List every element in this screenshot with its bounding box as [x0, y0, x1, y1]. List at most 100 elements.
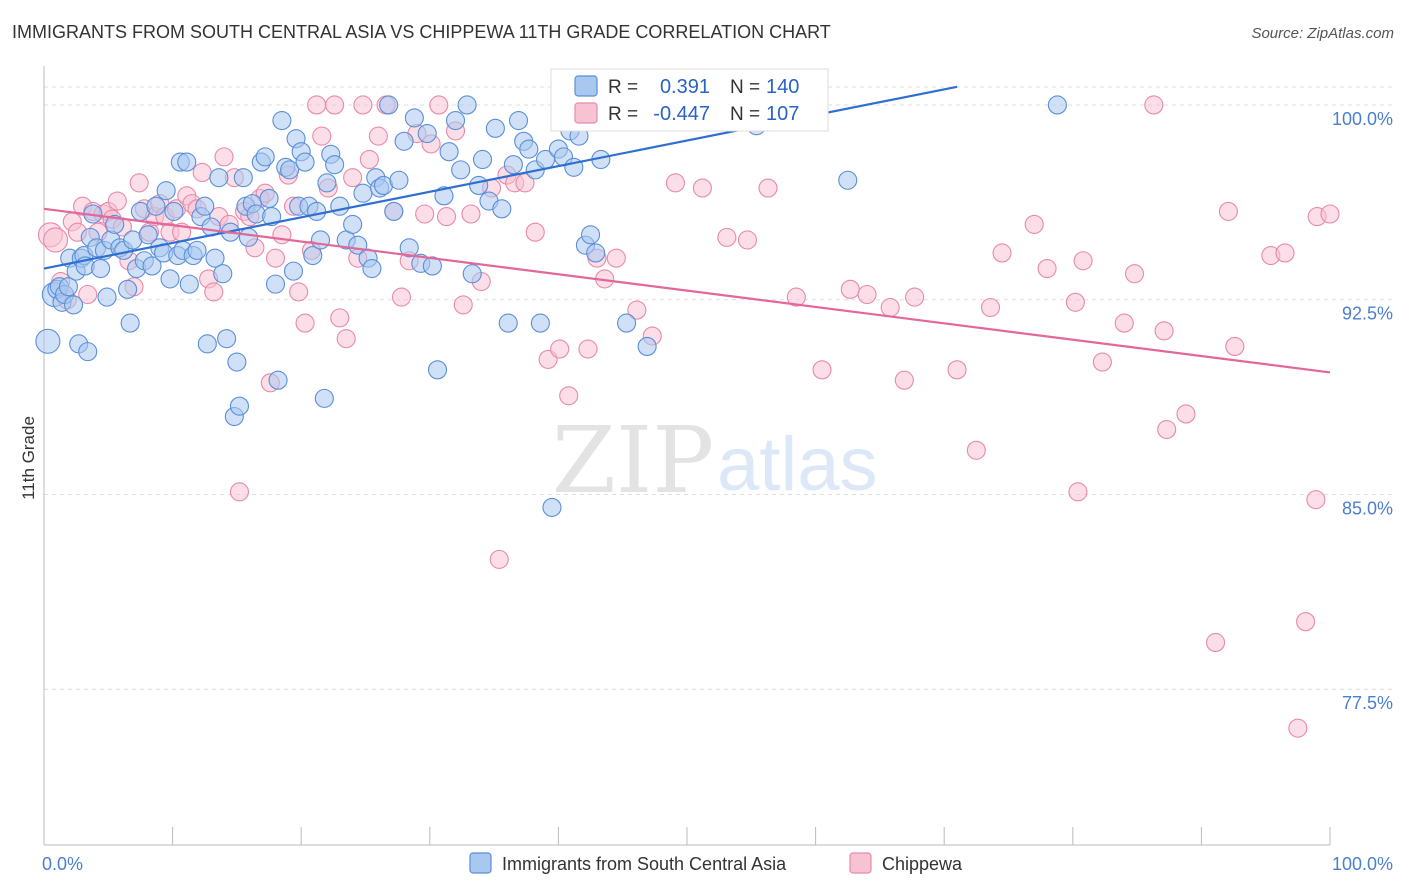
south-central-asia-point: [156, 181, 176, 201]
south-central-asia-point: [469, 175, 489, 195]
south-central-asia-point: [255, 147, 275, 167]
chippewa-point: [1154, 321, 1174, 341]
chippewa-point: [1225, 336, 1245, 356]
south-central-asia-point: [457, 95, 477, 115]
chippewa-point: [1037, 258, 1057, 279]
south-central-asia-point: [179, 274, 199, 294]
chippewa-point: [1124, 264, 1145, 284]
legend-r-value-blue: 0.391: [660, 76, 710, 98]
south-central-asia-point: [233, 168, 253, 188]
south-central-asia-point: [120, 313, 140, 333]
south-central-asia-point: [268, 370, 288, 390]
chippewa-point: [1065, 292, 1085, 312]
south-central-asia-point: [238, 227, 259, 247]
chippewa-point: [692, 178, 712, 198]
south-central-asia-point: [530, 313, 550, 333]
chippewa-point: [1320, 204, 1340, 224]
chippewa-point: [1114, 313, 1134, 333]
south-central-asia-point: [283, 261, 304, 281]
legend-n-label-blue: N =: [730, 77, 760, 98]
chippewa-point: [229, 482, 250, 502]
legend-swatch-blue: [574, 75, 598, 97]
south-central-asia-point: [427, 360, 448, 380]
south-central-asia-point: [97, 287, 117, 307]
chippewa-point: [489, 549, 509, 569]
chippewa-point: [559, 386, 579, 406]
chippewa-point: [43, 227, 69, 253]
south-central-asia-point: [362, 258, 382, 279]
south-central-asia-point: [542, 497, 562, 517]
chippewa-point: [717, 227, 737, 247]
y-tick-label-2: 92.5%: [1342, 304, 1393, 324]
x-tick-label-max: 100.0%: [1332, 854, 1393, 874]
watermark-zip: ZIP: [552, 407, 714, 514]
chippewa-point: [436, 207, 457, 227]
south-central-asia-point: [265, 274, 286, 294]
chippewa-point: [857, 284, 877, 305]
south-central-asia-point: [262, 207, 282, 227]
chippewa-point: [550, 339, 570, 359]
chippewa-point: [307, 95, 327, 115]
south-central-asia-point: [330, 196, 350, 216]
chippewa-point: [429, 95, 449, 115]
chippewa-point: [214, 147, 234, 167]
south-central-asia-point: [146, 196, 166, 216]
chippewa-point: [880, 297, 900, 318]
south-central-asia-point: [439, 142, 459, 162]
chart-source: Source: ZipAtlas.com: [1251, 25, 1394, 42]
south-central-asia-point: [142, 256, 162, 276]
chippewa-point: [627, 300, 647, 320]
correlation-legend: R = 0.391 N = 140 R = -0.447 N = 107: [550, 68, 829, 132]
south-central-asia-point: [485, 118, 505, 138]
axes: [43, 66, 1331, 846]
south-central-asia-point: [384, 201, 404, 221]
chippewa-point: [312, 126, 332, 146]
chippewa-point: [665, 173, 685, 193]
south-central-asia-point: [195, 196, 215, 216]
south-central-asia-point: [272, 110, 292, 131]
chippewa-point: [905, 287, 925, 307]
legend-n-value-blue: 140: [766, 76, 799, 98]
chippewa-point: [343, 168, 363, 188]
chippewa-point: [894, 370, 914, 390]
trendline-chippewa: [43, 207, 1331, 374]
south-central-asia-point: [160, 269, 180, 289]
watermark-atlas: atlas: [717, 422, 878, 507]
chippewa-point: [453, 295, 473, 315]
chippewa-point: [1218, 201, 1238, 221]
south-central-asia-point: [229, 396, 250, 416]
chippewa-point: [578, 339, 598, 359]
chart-title: IMMIGRANTS FROM SOUTH CENTRAL ASIA VS CH…: [12, 22, 831, 42]
chippewa-point: [289, 282, 309, 302]
series-legend-label-blue: Immigrants from South Central Asia: [502, 854, 787, 874]
south-central-asia-point: [379, 95, 399, 115]
south-central-asia-point: [445, 110, 466, 131]
chippewa-point: [1157, 419, 1177, 440]
y-tick-label-1: 85.0%: [1342, 498, 1393, 518]
south-central-asia-point: [35, 328, 61, 354]
south-central-asia-point: [209, 168, 229, 188]
south-central-asia-point: [389, 170, 409, 190]
south-central-asia-point: [519, 139, 539, 159]
south-central-asia-point: [462, 264, 482, 284]
south-central-asia-point: [78, 342, 98, 362]
south-central-asia-point: [325, 155, 345, 175]
south-central-asia-point: [617, 313, 637, 333]
south-central-asia-point: [451, 160, 471, 180]
south-central-asia-point: [213, 264, 233, 284]
chippewa-point: [359, 149, 379, 170]
south-central-asia-point: [492, 199, 512, 219]
south-central-asia-point: [508, 110, 529, 131]
south-central-asia-point: [1047, 95, 1067, 115]
south-central-asia-point: [838, 170, 858, 190]
chippewa-point: [1306, 490, 1326, 510]
south-central-asia-point: [586, 243, 606, 263]
south-central-asia-point: [164, 201, 184, 221]
south-central-asia-point: [353, 183, 373, 203]
chippewa-point: [391, 287, 412, 307]
chippewa-point: [840, 279, 860, 299]
south-central-asia-point: [303, 246, 323, 266]
south-central-asia-point: [314, 388, 334, 408]
legend-n-value-pink: 107: [766, 103, 799, 125]
